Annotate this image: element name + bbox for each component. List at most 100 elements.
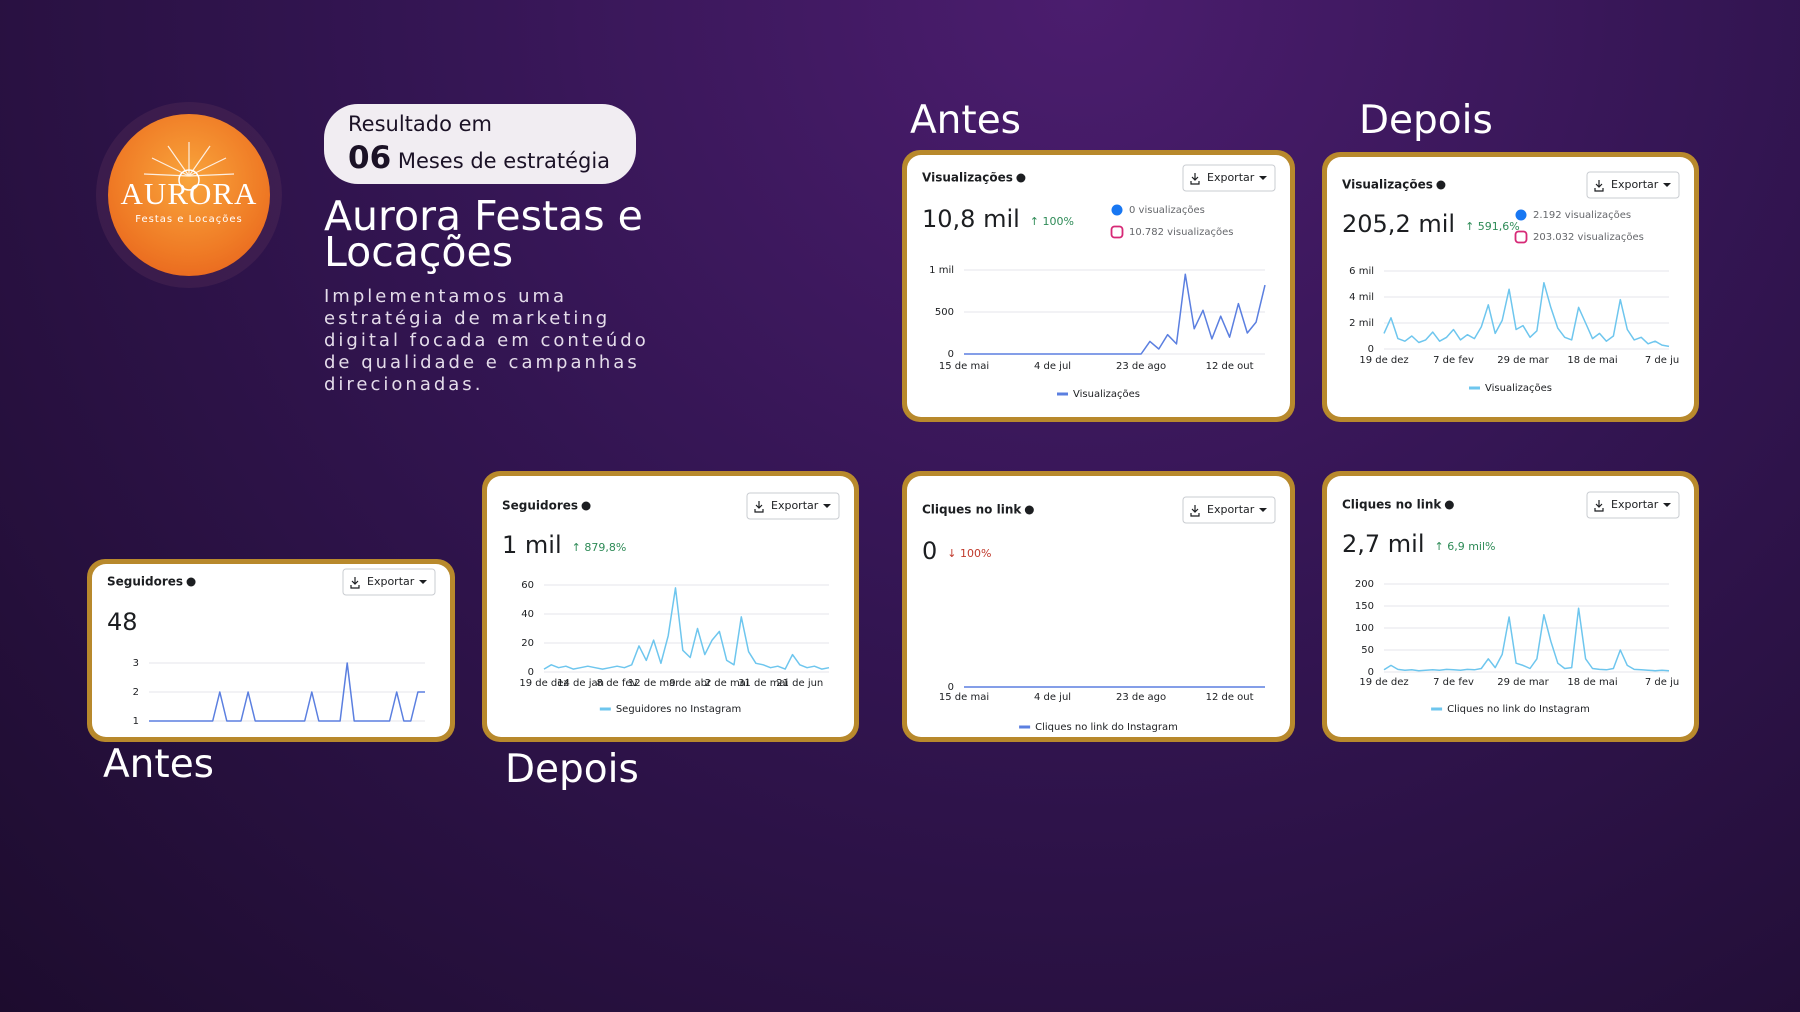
export-button[interactable] (342, 568, 436, 596)
y-tick-label: 60 (521, 580, 534, 591)
source-label: 2.192 visualizações (1533, 210, 1631, 221)
logo-sun (143, 142, 235, 191)
section-label: Depois (1359, 98, 1493, 143)
export-label: Exportar (1611, 178, 1659, 191)
export-button[interactable] (1586, 171, 1680, 199)
change: ↑ 100% (1030, 215, 1074, 228)
export-button[interactable] (746, 492, 840, 520)
export-icon (350, 577, 360, 589)
export-icon (1594, 500, 1604, 512)
export-button[interactable] (1182, 496, 1276, 524)
legend-label: Cliques no link do Instagram (1447, 704, 1590, 715)
big-number: 48 (107, 608, 138, 636)
export-icon (1190, 505, 1200, 517)
change: ↑ 6,9 mil% (1435, 540, 1496, 553)
x-tick-label: 2 de mai (705, 678, 749, 689)
x-tick-label: 8 de fev (597, 678, 638, 689)
big-number: 2,7 mil (1342, 530, 1425, 558)
change: ↑ 879,8% (572, 541, 627, 554)
card-title: Seguidores (502, 499, 578, 513)
x-tick-label: 31 de mai (738, 678, 788, 689)
line-series (149, 662, 425, 722)
section-label: Depois (505, 747, 639, 792)
section-label: Antes (103, 742, 215, 787)
card: Seguidores Exportar 1 mil ↑ 879,8% 0 20 40 60 19… (482, 471, 859, 742)
brand-name: AURORA (120, 176, 258, 211)
info-icon (1444, 500, 1454, 510)
info-icon (1436, 180, 1446, 190)
x-tick-label: 7 de ju (1645, 677, 1679, 688)
card-body (907, 476, 1290, 737)
legend-label: Visualizações (1485, 383, 1552, 394)
big-number: 1 mil (502, 531, 562, 559)
info-icon (1016, 173, 1026, 183)
x-tick-label: 7 de ju (1645, 355, 1679, 366)
y-tick-label: 500 (935, 307, 954, 318)
x-tick-label: 7 de fev (1433, 677, 1474, 688)
legend-label: Seguidores no Instagram (616, 704, 741, 715)
export-label: Exportar (1207, 503, 1255, 516)
line-series (1383, 607, 1670, 672)
card: Cliques no link Exportar 2,7 mil ↑ 6,9 mil%… (1322, 471, 1699, 742)
facebook-icon (1111, 204, 1123, 216)
card-body (1327, 157, 1694, 417)
export-label: Exportar (367, 575, 415, 588)
x-tick-label: 18 de mai (1567, 677, 1617, 688)
y-tick-label: 50 (1361, 645, 1374, 656)
y-tick-label: 0 (528, 667, 534, 678)
x-tick-label: 29 de mar (1497, 355, 1549, 366)
source-label: 203.032 visualizações (1533, 232, 1644, 243)
export-caret (1663, 183, 1671, 187)
x-tick-label: 23 de ago (1116, 361, 1166, 372)
y-tick-label: 1 mil (929, 265, 954, 276)
x-tick-label: 4 de jul (1034, 692, 1071, 703)
legend-label: Visualizações (1073, 389, 1140, 400)
card: Visualizações Exportar 205,2 mil ↑ 591,6% 2.… (1322, 152, 1699, 422)
export-label: Exportar (771, 499, 819, 512)
y-tick-label: 0 (1368, 667, 1374, 678)
x-tick-label: 19 de dez (1359, 677, 1408, 688)
export-button[interactable] (1586, 491, 1680, 519)
big-number: 10,8 mil (922, 205, 1020, 233)
y-tick-label: 2 (133, 687, 139, 698)
card-title: Cliques no link (1342, 498, 1442, 512)
export-icon (754, 501, 764, 513)
y-tick-label: 1 (133, 716, 139, 727)
y-tick-label: 6 mil (1349, 266, 1374, 277)
change: ↓ 100% (947, 547, 991, 560)
y-tick-label: 0 (1368, 344, 1374, 355)
export-caret (1259, 508, 1267, 512)
line-series (543, 587, 830, 670)
facebook-icon (1515, 209, 1527, 221)
y-tick-label: 200 (1355, 579, 1374, 590)
x-tick-label: 4 de jul (1034, 361, 1071, 372)
y-tick-label: 3 (133, 658, 139, 669)
legend-label: Cliques no link do Instagram (1035, 722, 1178, 733)
instagram-icon (1514, 230, 1528, 244)
x-tick-label: 23 de ago (1116, 692, 1166, 703)
info-icon (186, 577, 196, 587)
badge-line: Resultado em (348, 112, 492, 136)
export-button[interactable] (1182, 164, 1276, 192)
info-icon (581, 501, 591, 511)
y-tick-label: 0 (948, 349, 954, 360)
x-tick-label: 12 de mar (628, 678, 680, 689)
x-tick-label: 14 de jan (557, 678, 604, 689)
y-tick-label: 100 (1355, 623, 1374, 634)
info-icon (1024, 505, 1034, 515)
source-label: 10.782 visualizações (1129, 227, 1233, 238)
card: Visualizações Exportar 10,8 mil ↑ 100% 0 vis… (902, 150, 1295, 422)
export-label: Exportar (1611, 498, 1659, 511)
card-body (92, 564, 450, 737)
card-title: Visualizações (922, 171, 1013, 185)
x-tick-label: 19 de dez (1359, 355, 1408, 366)
card: Seguidores Exportar 48 1 2 3 (87, 559, 455, 742)
y-tick-label: 0 (948, 682, 954, 693)
logo: AURORA Festas e Locações (108, 114, 270, 276)
badge-text: Meses de estratégia (397, 149, 611, 173)
y-tick-label: 2 mil (1349, 318, 1374, 329)
instagram-icon (1110, 225, 1124, 239)
y-tick-label: 150 (1355, 601, 1374, 612)
